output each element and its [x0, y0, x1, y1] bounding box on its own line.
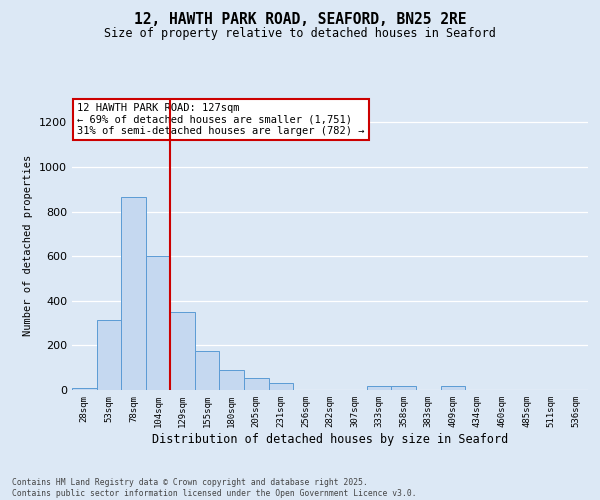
- Text: 12, HAWTH PARK ROAD, SEAFORD, BN25 2RE: 12, HAWTH PARK ROAD, SEAFORD, BN25 2RE: [134, 12, 466, 28]
- Bar: [220, 370, 244, 390]
- X-axis label: Distribution of detached houses by size in Seaford: Distribution of detached houses by size …: [152, 432, 508, 446]
- Bar: [97, 320, 121, 390]
- Text: Size of property relative to detached houses in Seaford: Size of property relative to detached ho…: [104, 28, 496, 40]
- Bar: [244, 378, 269, 390]
- Bar: [72, 388, 97, 390]
- Y-axis label: Number of detached properties: Number of detached properties: [23, 154, 34, 336]
- Bar: [391, 386, 416, 390]
- Bar: [367, 386, 391, 390]
- Bar: [170, 312, 195, 390]
- Bar: [146, 256, 170, 390]
- Bar: [269, 384, 293, 390]
- Text: Contains HM Land Registry data © Crown copyright and database right 2025.
Contai: Contains HM Land Registry data © Crown c…: [12, 478, 416, 498]
- Bar: [195, 351, 220, 390]
- Bar: [121, 197, 146, 390]
- Text: 12 HAWTH PARK ROAD: 127sqm
← 69% of detached houses are smaller (1,751)
31% of s: 12 HAWTH PARK ROAD: 127sqm ← 69% of deta…: [77, 103, 365, 136]
- Bar: [440, 386, 465, 390]
